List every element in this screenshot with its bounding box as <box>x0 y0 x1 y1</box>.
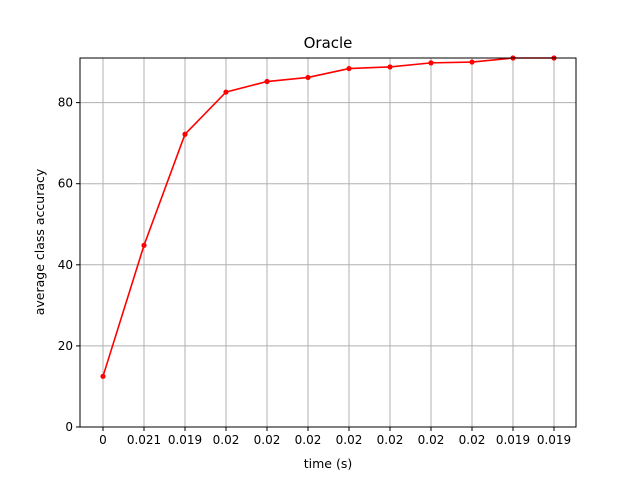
y-axis: 0 20 40 60 80 <box>58 96 80 434</box>
series-point <box>428 60 434 66</box>
y-tick-label: 20 <box>58 339 73 353</box>
y-tick-label: 80 <box>58 96 73 110</box>
x-tick-label: 0.019 <box>168 433 202 447</box>
series-point <box>223 89 229 95</box>
series-line <box>102 57 554 377</box>
y-tick-label: 40 <box>58 258 73 272</box>
series-point <box>264 78 270 85</box>
series <box>100 55 557 379</box>
x-tick-label: 0.019 <box>537 433 571 447</box>
series-point <box>469 59 475 65</box>
x-tick-label: 0.02 <box>377 433 404 447</box>
series-point <box>305 74 311 81</box>
grid <box>80 58 576 428</box>
x-tick-label: 0 <box>99 433 107 447</box>
x-tick-label: 0.02 <box>295 433 322 447</box>
x-tick-label: 0.02 <box>418 433 445 447</box>
y-tick-label: 60 <box>58 177 73 191</box>
x-tick-label: 0.02 <box>336 433 363 447</box>
series-point <box>387 64 393 70</box>
x-tick-label: 0.02 <box>213 433 240 447</box>
x-tick-label: 0.02 <box>254 433 281 447</box>
series-point <box>141 242 147 248</box>
x-axis-label: time (s) <box>304 456 352 471</box>
y-axis-label: average class accuracy <box>32 168 47 315</box>
x-tick-label: 0.02 <box>459 433 486 447</box>
series-point <box>100 373 106 379</box>
chart-title: Oracle <box>304 34 353 52</box>
series-point <box>182 131 188 137</box>
series-point <box>346 65 352 72</box>
x-tick-label: 0.019 <box>496 433 530 447</box>
y-tick-label: 0 <box>65 420 73 434</box>
plot-frame <box>79 57 577 428</box>
x-axis: 0 0.021 0.019 0.02 0.02 0.02 0.02 0.02 0.02 0.02 0… <box>99 427 571 447</box>
x-tick-label: 0.021 <box>127 433 161 447</box>
